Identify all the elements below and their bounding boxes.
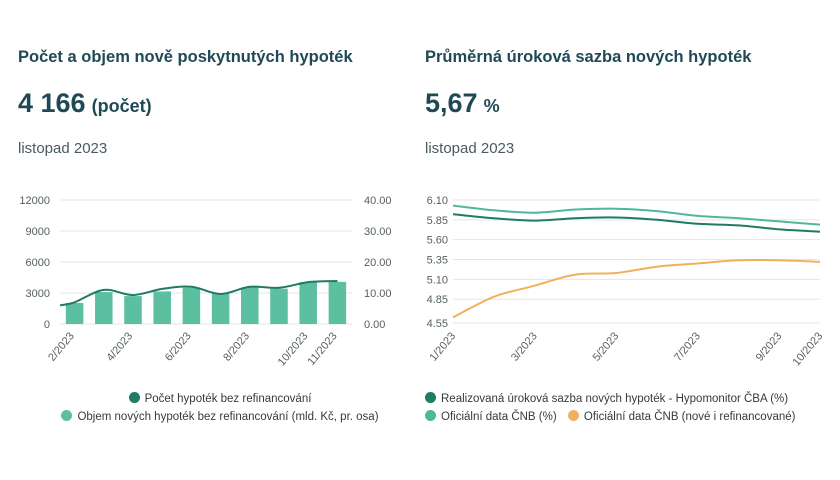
bar: [153, 291, 171, 324]
x-tick-label: 10/2023: [276, 330, 311, 368]
y-tick-left: 12000: [19, 195, 50, 207]
legend-label-volume: Objem nových hypoték bez refinancování (…: [77, 411, 379, 423]
y-tick-right: 10.00: [364, 288, 392, 300]
panel-interest-rate: Průměrná úroková sazba nových hypoték 5,…: [410, 0, 840, 480]
bar: [241, 287, 259, 324]
panel-mortgage-count: Počet a objem nově poskytnutých hypoték …: [0, 0, 410, 480]
legend-label-cnb: Oficiální data ČNB (%): [441, 411, 557, 423]
bar: [182, 287, 201, 324]
bar: [328, 281, 347, 324]
legend-dot-cnb: [425, 410, 436, 421]
chart-interest-rate: 4.55 4.85 5.10 5.35 5.60 5.85 6.10 1/2023 3/2023…: [427, 195, 826, 368]
legend-right: Realizovaná úroková sazba nových hypoték…: [425, 390, 835, 426]
legend-dot-count: [128, 392, 140, 403]
y-tick-right: 30.00: [364, 226, 392, 238]
bar: [95, 292, 113, 324]
x-tick-label: 10/2023: [791, 330, 826, 368]
legend-label-count: Počet hypoték bez refinancování: [144, 393, 312, 405]
x-tick-label: 8/2023: [221, 330, 252, 363]
x-tick-label: 4/2023: [104, 330, 135, 363]
kpi-count-value: 4 166: [18, 88, 86, 118]
y-tick: 5.85: [427, 215, 448, 227]
page-title-count: Počet a objem nově poskytnutých hypoték: [18, 48, 353, 66]
kpi-count-unit: (počet): [91, 96, 152, 116]
legend-dot-volume: [61, 410, 73, 421]
chart-count-volume: 0 3000 6000 9000 12000 0.00 10.00 20.00 30.00 40.…: [19, 195, 392, 368]
y-tick: 5.35: [427, 255, 448, 267]
y-tick-left: 0: [44, 319, 50, 331]
kpi-count: 4 166 (počet): [18, 88, 152, 119]
kpi-rate-period: listopad 2023: [425, 140, 515, 157]
line-series-hypomonitor: [452, 213, 821, 233]
bar: [65, 302, 84, 324]
kpi-rate: 5,67%: [425, 88, 500, 119]
y-tick: 5.60: [427, 235, 448, 247]
line-series-count: [59, 280, 338, 307]
line-series-cnb-all: [452, 259, 821, 319]
y-tick-right: 20.00: [364, 257, 392, 269]
x-tick-label: 5/2023: [591, 330, 622, 363]
legend-dot-hypomonitor: [425, 392, 436, 403]
kpi-rate-value: 5,67: [425, 88, 478, 118]
y-tick: 5.10: [427, 274, 448, 286]
y-tick: 4.85: [427, 294, 448, 306]
x-tick-label: 1/2023: [427, 330, 458, 363]
legend-label-hypomonitor: Realizovaná úroková sazba nových hypoték…: [441, 393, 789, 405]
x-tick-label: 6/2023: [163, 330, 194, 363]
y-tick-right: 40.00: [364, 195, 392, 207]
y-tick-left: 9000: [26, 226, 50, 238]
y-tick-left: 3000: [26, 288, 50, 300]
bar: [124, 296, 142, 324]
bar: [270, 288, 288, 324]
legend-left: Počet hypoték bez refinancování Objem no…: [40, 390, 400, 426]
x-tick-label: 2/2023: [46, 330, 77, 363]
x-tick-label: 3/2023: [509, 330, 540, 363]
legend-dot-cnb-all: [567, 410, 579, 421]
y-tick-left: 6000: [26, 257, 50, 269]
x-tick-label: 7/2023: [672, 330, 703, 363]
kpi-count-period: listopad 2023: [18, 140, 108, 157]
bar: [211, 293, 230, 324]
y-tick-right: 0.00: [364, 319, 385, 331]
page-title-rate: Průměrná úroková sazba nových hypoték: [425, 48, 752, 66]
legend-label-cnb-all: Oficiální data ČNB (nové i refinancované…: [583, 411, 796, 423]
x-tick-label: 9/2023: [754, 330, 785, 363]
y-tick: 4.55: [427, 318, 448, 330]
bar: [299, 282, 317, 324]
y-tick: 6.10: [427, 195, 448, 207]
kpi-rate-unit: %: [483, 96, 500, 116]
line-series-cnb: [452, 204, 821, 226]
x-tick-label: 11/2023: [305, 330, 339, 368]
